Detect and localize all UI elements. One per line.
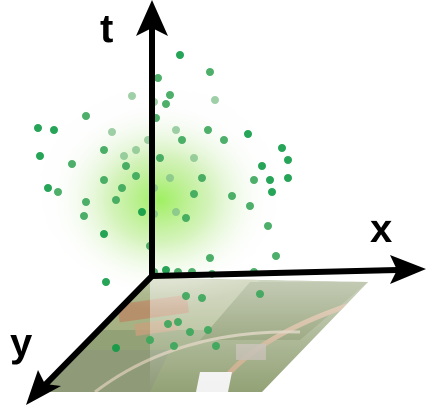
event-point — [100, 230, 108, 238]
event-point — [284, 174, 292, 182]
event-point — [266, 176, 274, 184]
event-point — [174, 318, 182, 326]
event-point — [182, 214, 190, 222]
event-point — [122, 162, 130, 170]
event-point — [82, 198, 90, 206]
arrow-head-icon — [26, 370, 61, 405]
x-axis-line — [149, 267, 401, 279]
event-point — [138, 208, 146, 216]
event-point — [190, 190, 198, 198]
event-point — [206, 68, 214, 76]
event-point — [284, 156, 292, 164]
t-axis-label: t — [100, 7, 113, 51]
event-point — [112, 196, 120, 204]
event-point — [198, 294, 206, 302]
event-point — [212, 342, 220, 350]
event-point — [34, 124, 42, 132]
event-point — [211, 96, 219, 104]
event-point — [100, 176, 108, 184]
event-point — [118, 184, 126, 192]
x-axis-label: x — [370, 207, 392, 251]
event-point — [166, 174, 174, 182]
event-point — [112, 344, 120, 352]
event-point — [156, 154, 164, 162]
event-point — [204, 326, 212, 334]
event-point — [50, 126, 58, 134]
event-point — [128, 92, 136, 100]
event-point — [80, 212, 88, 220]
event-point — [244, 130, 252, 138]
event-point — [132, 172, 140, 180]
event-point — [68, 160, 76, 168]
event-point — [154, 74, 162, 82]
arrow-head-icon — [136, 0, 168, 36]
event-point — [246, 202, 254, 210]
event-point — [82, 112, 90, 120]
event-point — [162, 266, 170, 274]
event-point — [176, 51, 184, 59]
event-point — [272, 252, 280, 260]
arrow-head-icon — [390, 255, 426, 284]
y-axis-label: y — [10, 321, 33, 365]
event-point — [102, 278, 110, 286]
event-point — [198, 174, 206, 182]
event-point — [44, 184, 52, 192]
event-point — [190, 154, 198, 162]
event-point — [172, 208, 180, 216]
event-point — [120, 152, 128, 160]
event-point — [54, 188, 62, 196]
event-point — [220, 136, 228, 144]
event-point — [166, 91, 174, 99]
event-point — [170, 342, 178, 350]
y-axis-line — [41, 273, 155, 389]
event-point — [100, 146, 108, 154]
event-point — [162, 100, 170, 108]
event-point — [164, 320, 172, 328]
axes — [41, 23, 401, 389]
event-point — [258, 162, 266, 170]
event-point — [132, 146, 140, 154]
event-point — [178, 136, 186, 144]
event-point — [108, 128, 116, 136]
event-point — [278, 144, 286, 152]
event-point — [186, 328, 194, 336]
event-point — [182, 292, 190, 300]
event-point — [228, 192, 236, 200]
event-point — [206, 254, 214, 262]
event-point — [264, 222, 272, 230]
event-point — [204, 126, 212, 134]
event-point — [268, 188, 276, 196]
event-point — [172, 126, 180, 134]
event-point — [146, 336, 154, 344]
event-point — [256, 290, 264, 298]
event-point — [250, 176, 258, 184]
event-point — [36, 152, 44, 160]
